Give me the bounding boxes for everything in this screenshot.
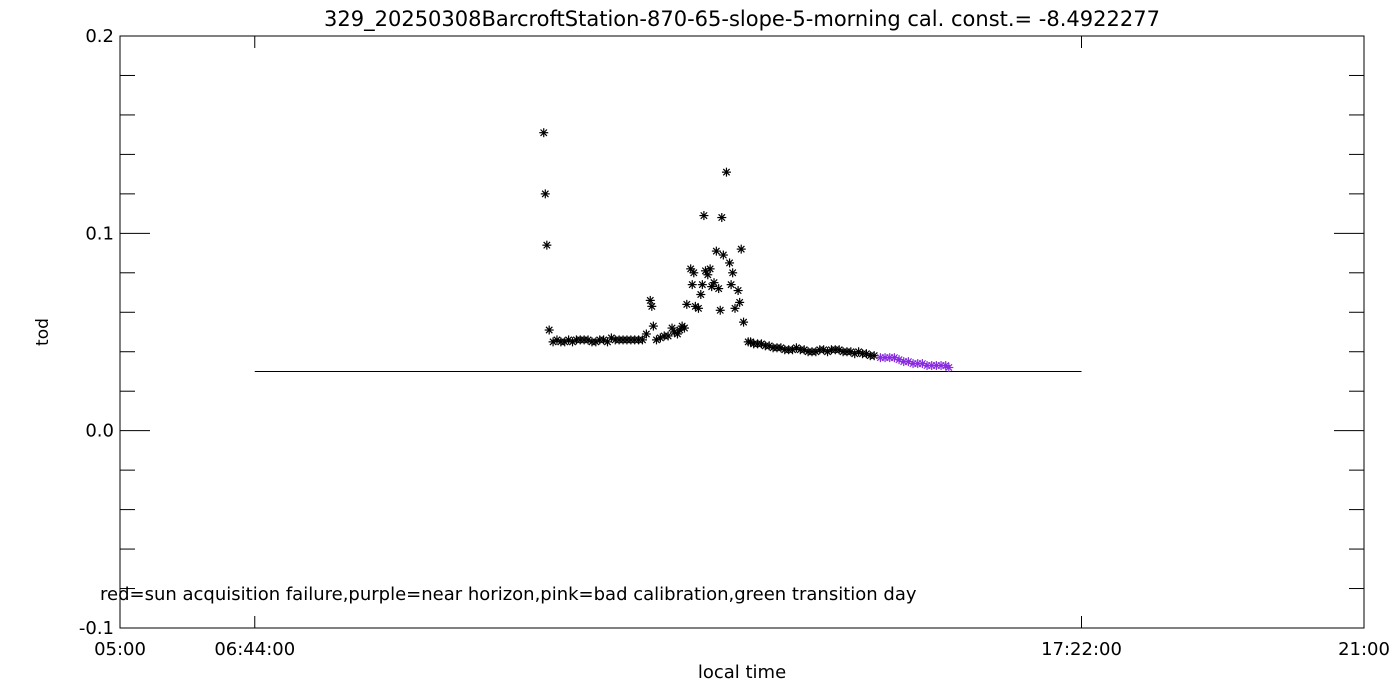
plot-frame: [119, 35, 1365, 629]
data-point: [544, 325, 554, 335]
data-point: [725, 258, 735, 268]
data-point: [682, 299, 692, 309]
data-point: [539, 128, 549, 138]
data-point: [811, 347, 821, 357]
data-point: [869, 351, 879, 361]
data-point: [679, 323, 689, 333]
chart-title: 329_20250308BarcroftStation-870-65-slope…: [324, 7, 1160, 32]
data-point: [728, 268, 738, 278]
x-axis-tick-labels: 05:00 06:44:00 17:22:00 21:00: [94, 639, 1390, 660]
data-point: [689, 268, 699, 278]
x-tick-label: 17:22:00: [1041, 639, 1122, 660]
y-axis-label: tod: [33, 318, 53, 346]
y-tick-label: 0.0: [85, 421, 114, 442]
data-point: [637, 335, 647, 345]
x-axis-ticks: [119, 36, 1365, 628]
data-point: [663, 331, 673, 341]
data-point: [733, 286, 743, 296]
y-axis-ticks: [120, 35, 1364, 629]
data-point: [730, 303, 740, 313]
data-point: [846, 347, 856, 357]
data-point: [711, 246, 721, 256]
data-point: [564, 335, 574, 345]
data-point: [709, 278, 719, 288]
y-tick-label: -0.1: [79, 618, 114, 639]
data-point: [693, 303, 703, 313]
data-point: [542, 240, 552, 250]
y-axis-tick-labels: -0.1 0.0 0.1 0.2: [79, 26, 114, 639]
data-point: [705, 264, 715, 274]
data-point: [718, 250, 728, 260]
data-point: [647, 301, 657, 311]
data-point: [648, 321, 658, 331]
data-point: [687, 280, 697, 290]
data-point: [696, 290, 706, 300]
x-axis-label: local time: [698, 662, 786, 683]
data-point: [721, 167, 731, 177]
data-point: [714, 284, 724, 294]
data-point: [739, 317, 749, 327]
data-point: [645, 295, 655, 305]
data-point: [735, 297, 745, 307]
legend-annotation: red=sun acquisition failure,purple=near …: [100, 584, 917, 605]
x-tick-label: 06:44:00: [214, 639, 295, 660]
data-point: [788, 345, 798, 355]
data-point: [726, 280, 736, 290]
data-point: [717, 213, 727, 223]
data-points: [539, 128, 954, 373]
data-point: [697, 280, 707, 290]
data-point: [715, 305, 725, 315]
x-tick-label: 21:00: [1338, 639, 1390, 660]
y-tick-label: 0.1: [85, 223, 114, 244]
data-point: [655, 333, 665, 343]
data-point: [854, 347, 864, 357]
x-tick-label: 05:00: [94, 639, 146, 660]
y-tick-label: 0.2: [85, 26, 114, 47]
data-point: [736, 244, 746, 254]
data-point: [641, 329, 651, 339]
data-point: [699, 211, 709, 221]
data-point: [540, 189, 550, 199]
data-point: [944, 363, 954, 373]
